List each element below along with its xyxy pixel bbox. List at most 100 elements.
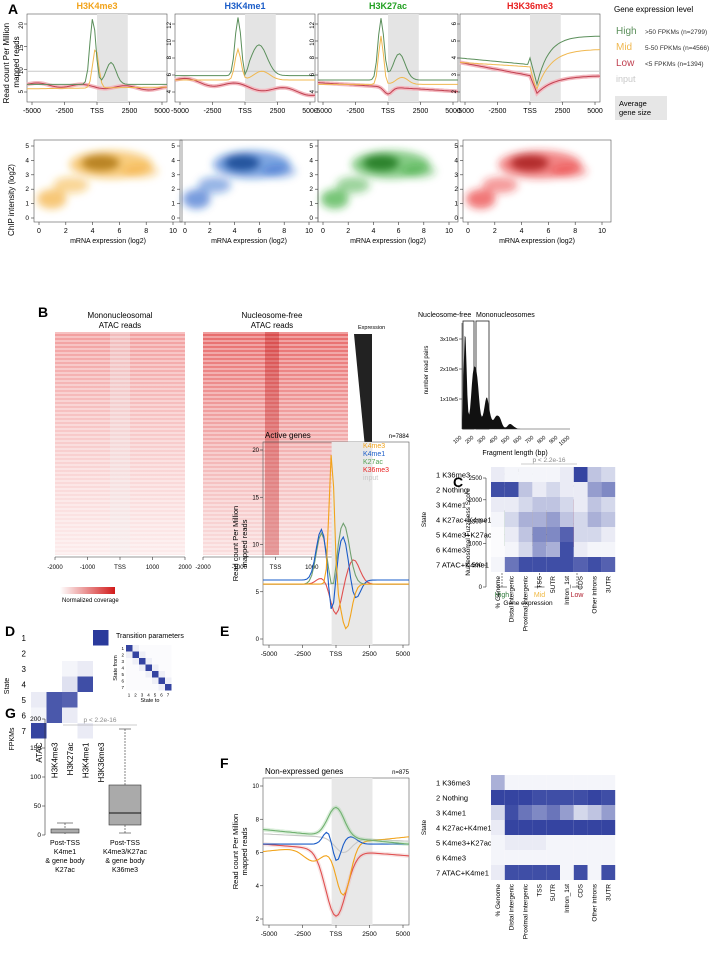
enrich-cell [518,542,533,557]
trans-ytick: 5 [121,672,124,677]
hist-xtick: 400 [488,435,499,446]
heatmap-xtick: 2000 [178,565,192,571]
enrich-cell [601,835,616,850]
hist-xtick: 300 [476,435,487,446]
gene-size-band [331,778,373,925]
trans-cell [165,651,172,658]
scatter-ytick: 5 [25,143,29,150]
heatmap-xtick: -1000 [80,565,96,571]
legend-title: Gene expression level [614,5,693,14]
scatter-xtick: 10 [445,228,453,235]
panel-label-e: E [220,623,229,639]
d-state-tick: 6 [22,711,27,720]
enrich-cell [532,512,547,527]
hist-ytick: 3x10e5 [440,337,458,343]
trans-cell [152,664,159,671]
profile-title: Non-expressed genes [265,767,343,776]
enrich-col-label: TSS [536,883,543,896]
profile-xtick: -2500 [489,108,507,115]
scatter-ytick: 1 [25,201,29,208]
enrich-cell [573,850,588,865]
profile-xtick: -2500 [347,108,365,115]
trans-cell [158,684,165,691]
trans-cell [145,658,152,665]
d-col-label: H3K4me3 [50,742,59,778]
enrich-cell [504,542,519,557]
enrich-row-label: 5 K4me3+K27ac [436,531,492,540]
heatmap-xtick: TSS [114,565,126,571]
emission-cell [31,645,47,661]
hist-xtick: 100 [452,435,463,446]
enrich-cell [601,557,616,572]
enrich-cell [532,820,547,835]
g-box [108,784,142,826]
trans-cell [145,645,152,652]
heatmap2-title: Nucleosome-free ATAC reads [242,311,303,330]
trans-ytick: 4 [121,666,124,671]
enrich-cell [587,865,602,880]
enrich-cell [491,835,505,850]
trans-ytick: 2 [121,653,124,658]
enrich-col-label: Intron_1st [564,576,571,605]
enrich-cell [518,835,533,850]
c-ylabel: Nucleosomal Fuzziness Score [465,488,472,576]
g-group-label: Post-TSS [50,840,80,847]
hist-xlabel: Fragment length (bp) [482,450,547,457]
profile-ytick: 4 [256,884,260,890]
scatter-ytick: 3 [309,172,313,179]
enrich-cell [532,850,547,865]
trans-cell [152,684,159,691]
emission-cell [93,707,109,723]
profile-xtick: 2500 [122,108,138,115]
enrich-cell [560,467,574,482]
enrich-row-label: 7 ATAC+K4me1 [436,869,489,878]
scatter-ytick: 4 [171,157,175,164]
trans-cell [158,645,165,652]
enrich-cell [491,850,505,865]
trans-cell [139,651,146,658]
enrich-cell [601,775,616,790]
nonexpressed-enrichment-heatmap: State 1 K36me3 2 Nothing 3 K4me1 4 K27ac+K4m… [421,775,616,939]
trans-cell [152,677,159,684]
scatter-xtick: 10 [169,228,177,235]
colorbar-label: Normalized coverage [62,598,119,604]
profile-xtick: TSS [330,931,343,938]
mid-line [459,49,601,91]
profile-ytick: 2 [452,89,458,93]
scatter-ytick: 1 [171,201,175,208]
heatmap-mononucleosomal [55,332,185,555]
profile-ytick: 10 [252,784,259,790]
profile-ylabel-line1: Read count Per Million [2,23,11,103]
hist-xtick: 1000 [558,435,571,447]
enrich-cell [560,482,574,497]
profile-xtick: TSS [381,108,395,115]
enrich-cell [560,775,574,790]
enrich-cell [560,512,574,527]
profile-legend-item: K4me3 [363,443,385,450]
trans-cell [132,658,139,665]
scatter-ytick: 5 [454,143,458,150]
profile-xtick: 5000 [154,108,170,115]
enrich-col-label: CDS [578,575,585,589]
enrich-cell [518,512,533,527]
trans-title: Transition parameters [116,633,184,640]
trans-cell [139,664,146,671]
g-ytick: 150 [30,745,41,752]
profile-xtick: -5000 [261,931,278,938]
profile-line [263,831,409,862]
trans-cell [132,677,139,684]
enrich-cell [546,497,560,512]
enrich-cell [587,820,602,835]
enrich-cell [560,497,574,512]
trans-cell [126,651,133,658]
enrich-cell [560,542,574,557]
trans-cell [132,671,139,678]
profile-ytick: 2 [256,917,260,923]
legend-level: Mid [616,42,632,53]
emission-cell [77,676,93,692]
enrich-cell [532,835,547,850]
enrich-col-label: Intron_1st [564,884,571,913]
d-col-label: ATAC [35,742,44,762]
profile-line [262,833,410,854]
enrich-cell [504,835,519,850]
